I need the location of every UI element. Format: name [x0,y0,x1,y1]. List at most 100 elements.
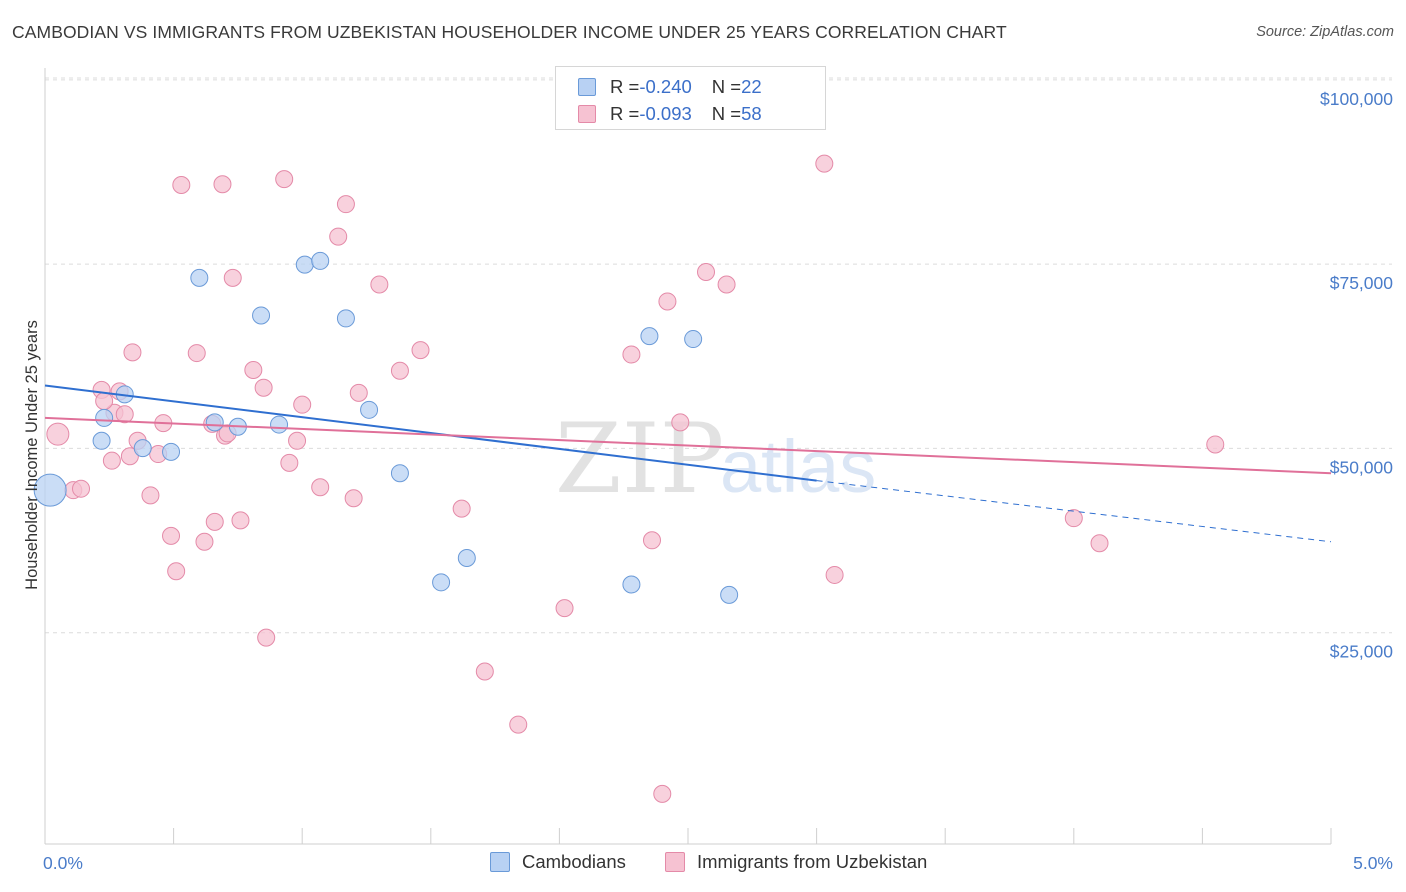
point-cambodians [133,439,152,458]
point-uzbekistan [102,451,121,470]
legend-swatch-blue [578,78,596,96]
point-uzbekistan [254,378,273,397]
point-cambodians [640,327,659,346]
point-uzbekistan [223,268,242,287]
point-uzbekistan [172,175,191,194]
legend-n-label: N = [711,76,742,97]
point-uzbekistan [717,275,736,294]
point-uzbekistan [329,227,348,246]
point-cambodians [95,408,114,427]
chart-title: CAMBODIAN VS IMMIGRANTS FROM UZBEKISTAN … [12,22,1007,42]
point-uzbekistan [141,486,160,505]
y-axis-label: Householder Income Under 25 years [23,320,41,590]
point-uzbekistan [344,489,363,508]
point-uzbekistan [509,715,528,734]
point-uzbekistan [697,262,716,281]
point-cambodians [311,251,330,270]
legend-n-label: N = [711,103,742,124]
point-uzbekistan [1206,435,1225,454]
x-tick-labels: 0.0% 5.0% [43,853,1393,873]
point-uzbekistan [1064,509,1083,528]
legend-r-value: -0.240 [639,76,692,97]
point-uzbekistan [120,447,139,466]
point-uzbekistan [95,391,114,410]
legend-swatch-uzbekistan [665,852,685,872]
point-uzbekistan [244,361,263,380]
series-cambodians [33,251,739,604]
point-uzbekistan [311,478,330,497]
watermark: ZIP atlas [555,403,876,515]
point-cambodians [270,415,289,434]
series-legend: Cambodians Immigrants from Uzbekistan [0,851,1406,877]
point-uzbekistan [187,344,206,363]
point-cambodians [205,413,224,432]
point-uzbekistan [280,453,299,472]
axes [44,68,1332,845]
legend-item-uzbekistan[interactable]: Immigrants from Uzbekistan [665,851,927,873]
point-uzbekistan [642,531,661,550]
point-uzbekistan [555,599,574,618]
point-cambodians [190,268,209,287]
legend-label-uzbekistan: Immigrants from Uzbekistan [697,851,928,872]
trend-line-uzbekistan [44,416,1332,475]
x-tick-label-max: 5.0% [1353,853,1393,873]
point-uzbekistan [411,341,430,360]
point-cambodians [720,585,739,604]
point-cambodians [360,400,379,419]
point-uzbekistan [195,532,214,551]
chart-source: Source: ZipAtlas.com [1256,24,1394,40]
point-cambodians [336,309,355,328]
grid-lines [45,77,1392,634]
point-uzbekistan [213,175,232,194]
legend-r-label: R = [610,103,640,124]
legend-n-value: 58 [741,103,762,124]
y-tick-label: $100,000 [1320,89,1393,109]
point-uzbekistan [349,383,368,402]
point-cambodians [432,573,451,592]
point-uzbekistan [115,405,134,424]
legend-r-value: -0.093 [639,103,692,124]
point-uzbekistan [205,512,224,531]
point-uzbekistan [658,292,677,311]
point-uzbekistan [475,662,494,681]
point-uzbekistan [231,511,250,530]
point-cambodians [684,330,703,349]
point-cambodians [162,442,181,461]
point-cambodians [457,548,476,567]
point-cambodians [295,255,314,274]
point-uzbekistan [452,499,471,518]
point-uzbekistan [167,562,186,581]
trend-line-cambodians [44,384,817,482]
point-uzbekistan [671,413,690,432]
legend-item-cambodians[interactable]: Cambodians [490,851,626,873]
watermark-atlas: atlas [720,425,876,508]
legend-n-value: 22 [741,76,762,97]
stats-legend: R = -0.240 N = 22 R = -0.093 N = 58 [555,66,826,130]
trend-lines [44,384,1332,543]
series-immigrants-from-uzbekistan [46,154,1225,803]
trend-line-cambodians-extension [816,480,1332,543]
point-uzbekistan [162,526,181,545]
point-uzbekistan [288,431,307,450]
point-cambodians [92,431,111,450]
point-uzbekistan [825,565,844,584]
y-tick-labels: $25,000 $50,000 $75,000 $100,000 [1320,89,1393,662]
point-uzbekistan [257,628,276,647]
legend-swatch-pink [578,105,596,123]
point-cambodians [390,464,409,483]
point-uzbekistan [275,170,294,189]
legend-label-cambodians: Cambodians [522,851,626,872]
point-uzbekistan [653,784,672,803]
stats-legend-row-cambodians: R = -0.240 N = 22 [578,75,762,99]
point-uzbekistan [815,154,834,173]
legend-swatch-cambodians [490,852,510,872]
y-tick-label: $50,000 [1330,457,1394,477]
point-uzbekistan [72,479,91,498]
point-uzbekistan [1090,534,1109,553]
point-uzbekistan [123,343,142,362]
y-tick-label: $25,000 [1330,642,1394,662]
point-cambodians [33,473,67,507]
point-uzbekistan [336,195,355,214]
point-uzbekistan [622,345,641,364]
